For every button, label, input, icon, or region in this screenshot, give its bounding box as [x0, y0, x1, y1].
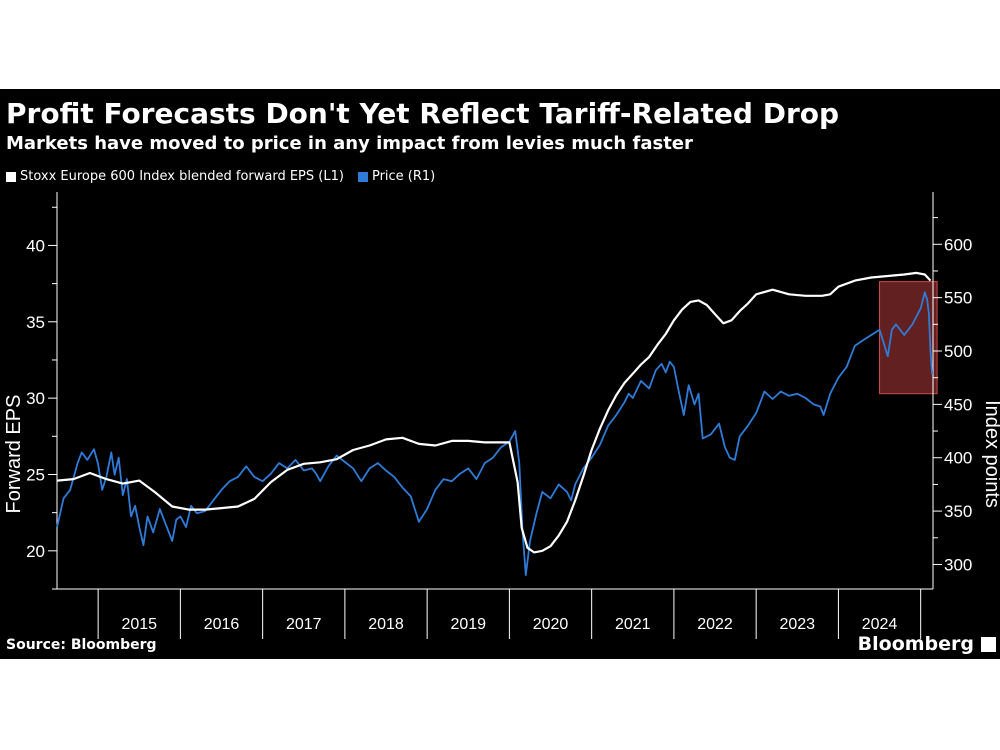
x-tick-label: 2017 [286, 616, 322, 633]
x-tick-label: 2020 [533, 616, 569, 633]
highlight-box [879, 281, 938, 395]
x-tick-label: 2023 [779, 616, 815, 633]
x-tick-label: 2021 [615, 616, 651, 633]
chart-title: Profit Forecasts Don't Yet Reflect Tarif… [6, 97, 840, 130]
right-axis: 300 350 400 450 500 550 600 [932, 192, 972, 589]
x-tick-label: 2022 [697, 616, 733, 633]
x-tick-label: 2015 [121, 616, 157, 633]
left-tick-label: 35 [26, 313, 45, 332]
right-tick-label: 300 [944, 555, 972, 574]
legend: Stoxx Europe 600 Index blended forward E… [6, 169, 449, 184]
series-line-price [56, 291, 934, 576]
legend-item-price: Price (R1) [357, 169, 436, 184]
left-tick-label: 30 [26, 389, 45, 408]
legend-label-eps: Stoxx Europe 600 Index blended forward E… [20, 169, 344, 184]
x-tick-label: 2016 [204, 616, 240, 633]
series-line-eps [56, 271, 932, 554]
legend-swatch-eps [6, 171, 16, 182]
left-tick-label: 25 [26, 465, 45, 484]
source-note: Source: Bloomberg [6, 637, 157, 653]
chart-svg: 2015 2016 2017 2018 2019 2020 2021 2022 2023 2024… [3, 192, 1000, 639]
left-axis: 20 25 30 35 40 [26, 192, 58, 590]
left-tick-label: 20 [26, 542, 45, 561]
right-axis-label: Index points [981, 400, 1000, 508]
legend-label-price: Price (R1) [371, 169, 436, 184]
chart-subtitle: Markets have moved to price in any impac… [6, 133, 693, 154]
x-axis: 2015 2016 2017 2018 2019 2020 2021 2022 2023 2024 [57, 588, 933, 639]
right-tick-label: 600 [944, 235, 972, 254]
right-tick-label: 350 [944, 502, 972, 521]
x-tick-label: 2018 [368, 616, 404, 633]
right-tick-label: 400 [944, 449, 972, 468]
left-axis-label: Forward EPS [3, 395, 25, 514]
left-tick-label: 40 [26, 236, 45, 255]
series-layer [56, 271, 934, 576]
right-tick-label: 450 [944, 395, 972, 414]
x-tick-label: 2024 [862, 616, 898, 633]
right-tick-label: 550 [944, 289, 972, 308]
chart-panel: Profit Forecasts Don't Yet Reflect Tarif… [0, 89, 1000, 659]
legend-swatch-price [357, 171, 368, 182]
right-tick-label: 500 [944, 342, 972, 361]
legend-item-eps: Stoxx Europe 600 Index blended forward E… [6, 169, 344, 184]
bloomberg-logo-icon [981, 637, 996, 652]
x-tick-label: 2019 [450, 616, 486, 633]
brand-logo: Bloomberg [857, 633, 974, 655]
